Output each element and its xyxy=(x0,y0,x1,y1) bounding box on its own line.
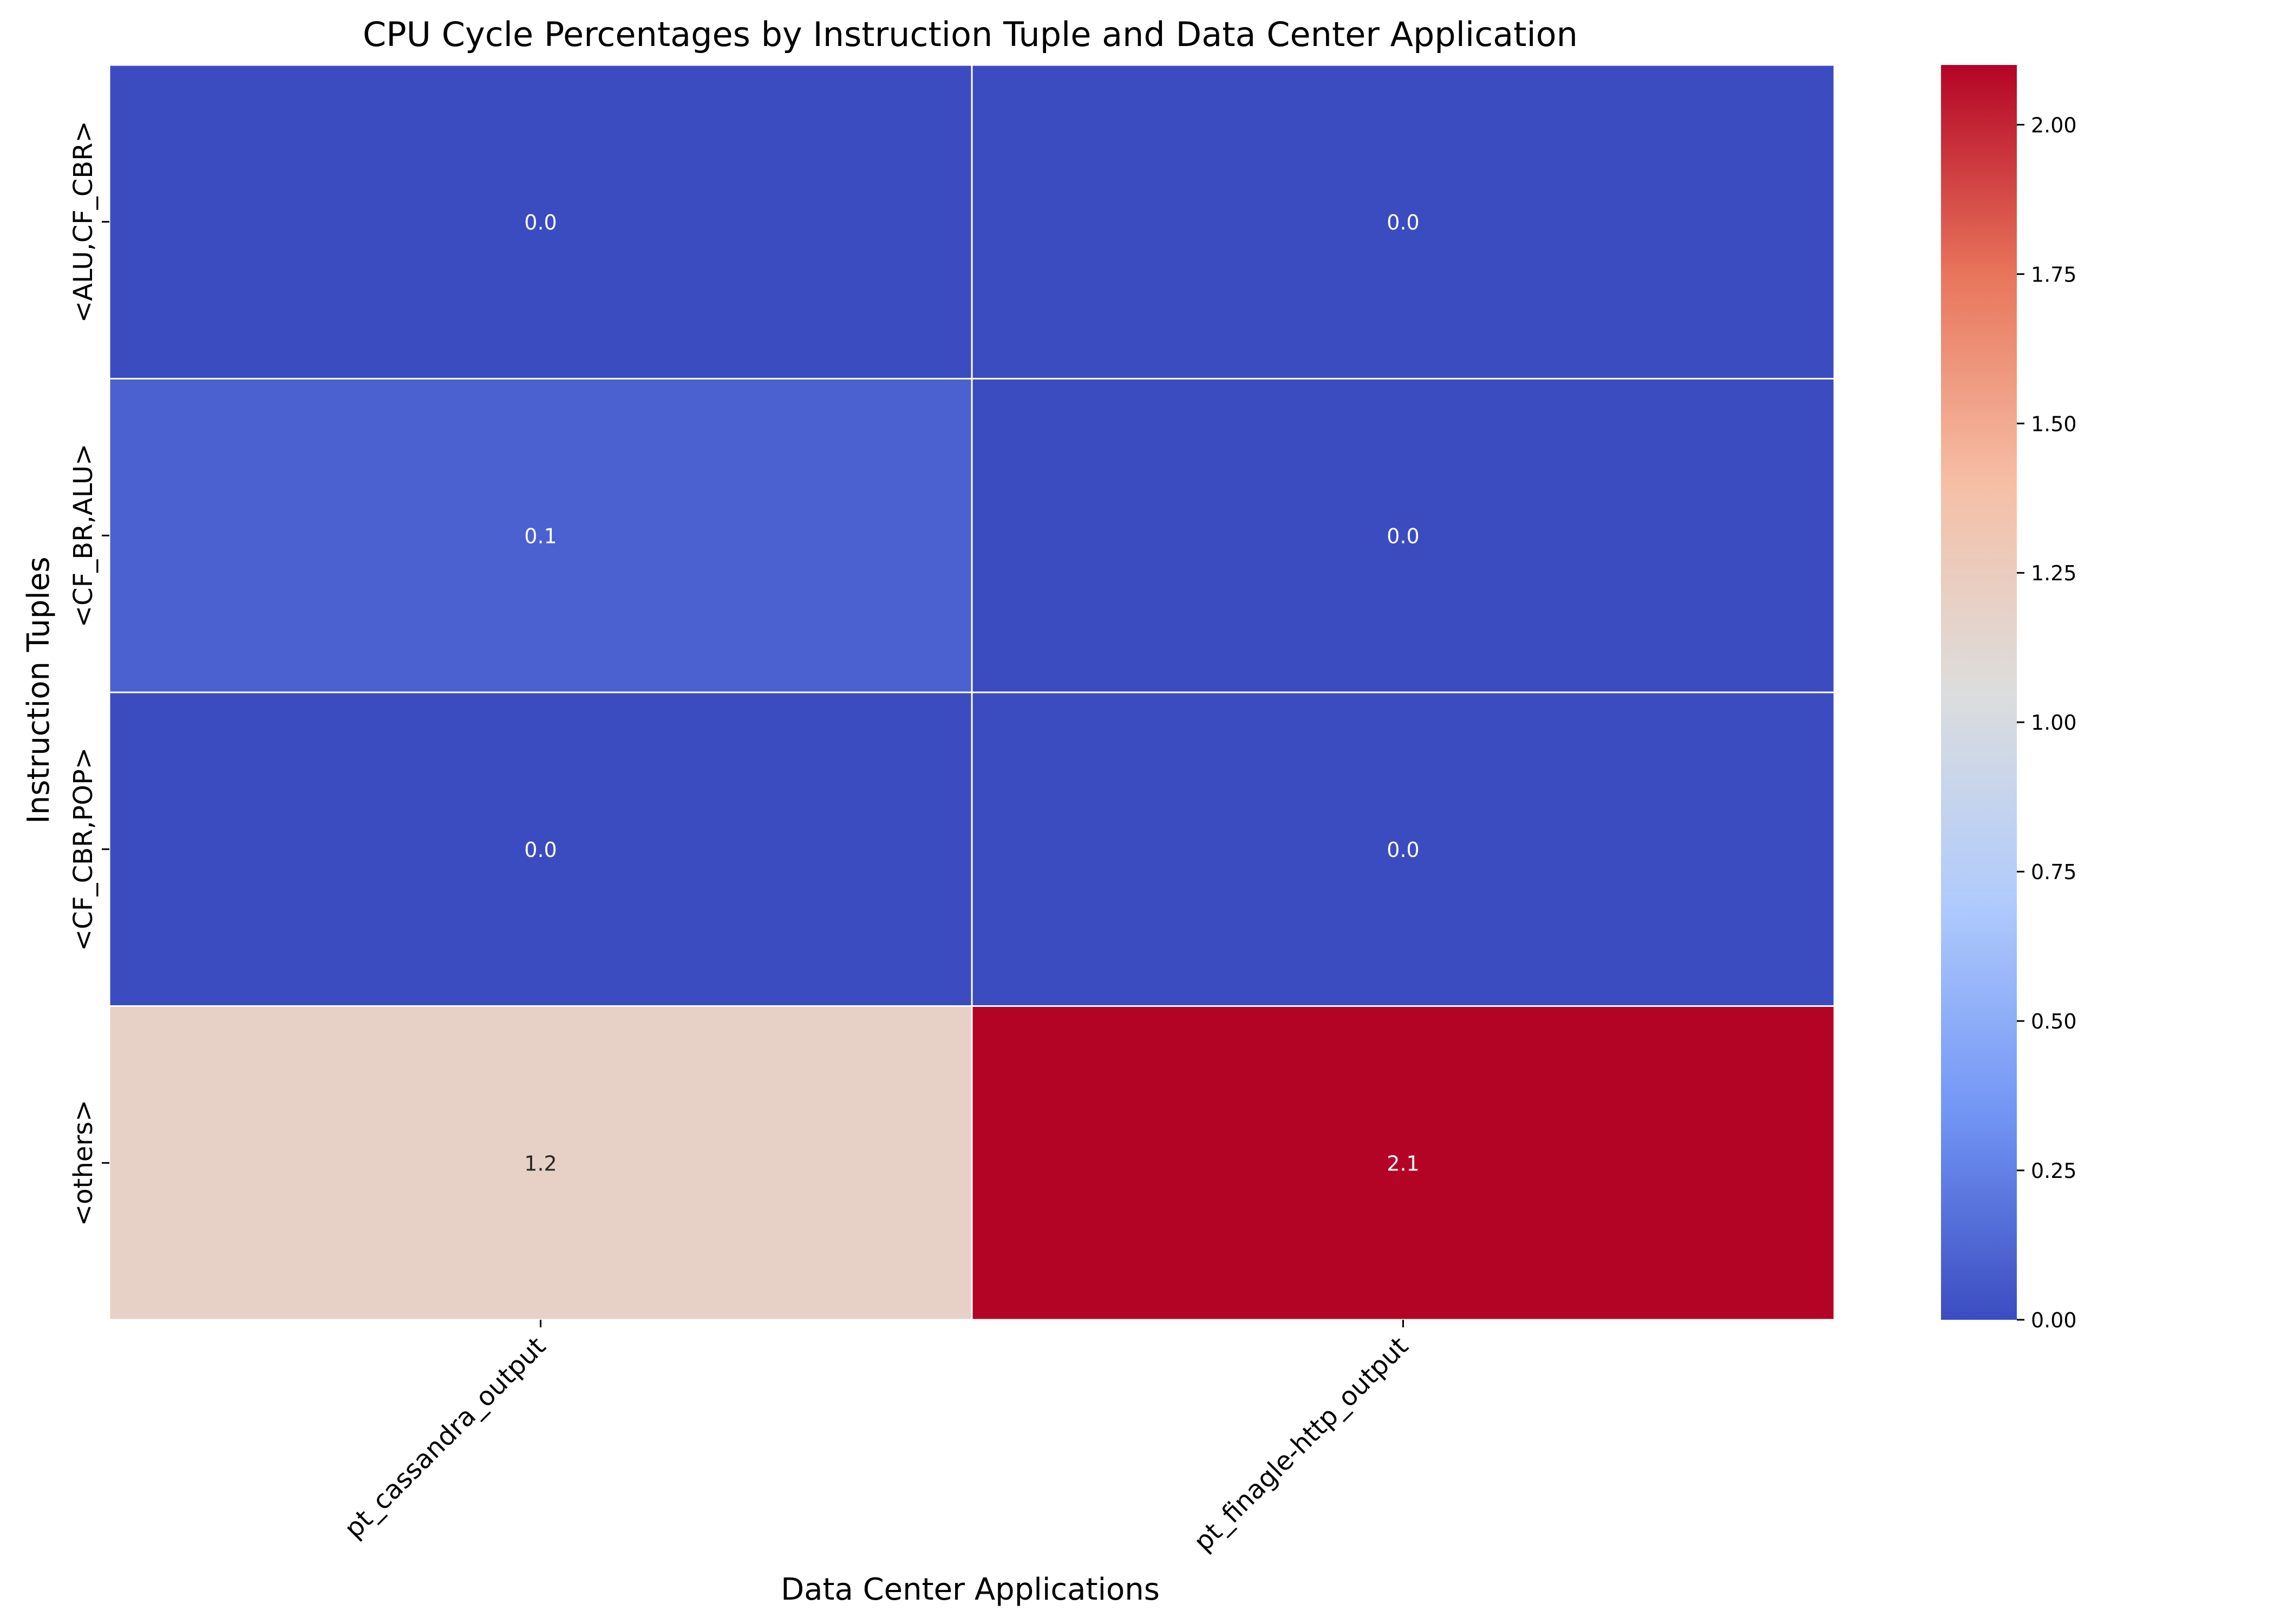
heatmap-cell xyxy=(971,378,1835,693)
colorbar-tick-label: 1.50 xyxy=(2031,412,2077,436)
y-tick-label: <ALU,CF_CBR> xyxy=(68,121,99,323)
cell-value-label: 2.1 xyxy=(1387,1151,1419,1175)
cell-annotations: 0.0 0.0 0.1 0.0 0.0 0.0 1.2 2.1 xyxy=(524,211,1419,1176)
cell-value-label: 1.2 xyxy=(524,1151,557,1175)
y-axis-label: Instruction Tuples xyxy=(21,556,56,823)
heatmap-cells xyxy=(108,64,1835,1321)
cell-value-label: 0.1 xyxy=(524,524,557,548)
heatmap-cell xyxy=(971,691,1835,1007)
y-tick-label: <others> xyxy=(68,1100,99,1226)
y-tick-label: <CF_BR,ALU> xyxy=(68,444,99,627)
colorbar-tick-label: 0.25 xyxy=(2031,1159,2077,1183)
colorbar-tick-label: 2.00 xyxy=(2031,113,2077,137)
colorbar-tick-label: 1.75 xyxy=(2031,263,2077,286)
cell-value-label: 0.0 xyxy=(1387,524,1419,548)
cell-value-label: 0.0 xyxy=(1387,211,1419,234)
cell-value-label: 0.0 xyxy=(524,211,557,234)
chart-title: CPU Cycle Percentages by Instruction Tup… xyxy=(363,15,1578,54)
colorbar-tick-label: 1.25 xyxy=(2031,561,2077,585)
colorbar-tick-label: 0.00 xyxy=(2031,1308,2077,1332)
x-axis: pt_cassandra_output pt_finagle-http_outpu… xyxy=(338,1320,1414,1557)
cell-value-label: 0.0 xyxy=(1387,838,1419,862)
x-tick-label: pt_cassandra_output xyxy=(338,1331,552,1544)
heatmap-cell xyxy=(108,378,973,693)
x-axis-label: Data Center Applications xyxy=(781,1572,1160,1607)
x-tick-label: pt_finagle-http_output xyxy=(1188,1331,1414,1557)
heatmap-cell xyxy=(971,64,1835,379)
y-tick-label: <CF_CBR,POP> xyxy=(68,748,99,951)
cell-value-label: 0.0 xyxy=(524,838,557,862)
colorbar: 0.00 0.25 0.50 0.75 1.00 1.25 1.50 1.75 2.00 xyxy=(1941,65,2077,1332)
colorbar-gradient xyxy=(1941,65,2017,1320)
heatmap-cell xyxy=(108,64,973,379)
colorbar-tick-label: 0.50 xyxy=(2031,1010,2077,1033)
heatmap-cell xyxy=(108,1005,973,1321)
colorbar-tick-label: 0.75 xyxy=(2031,860,2077,884)
heatmap-cell xyxy=(108,691,973,1007)
heatmap-cell xyxy=(971,1005,1835,1321)
y-axis: <ALU,CF_CBR> <CF_BR,ALU> <CF_CBR,POP> <othe… xyxy=(68,121,109,1226)
colorbar-tick-label: 1.00 xyxy=(2031,711,2077,735)
